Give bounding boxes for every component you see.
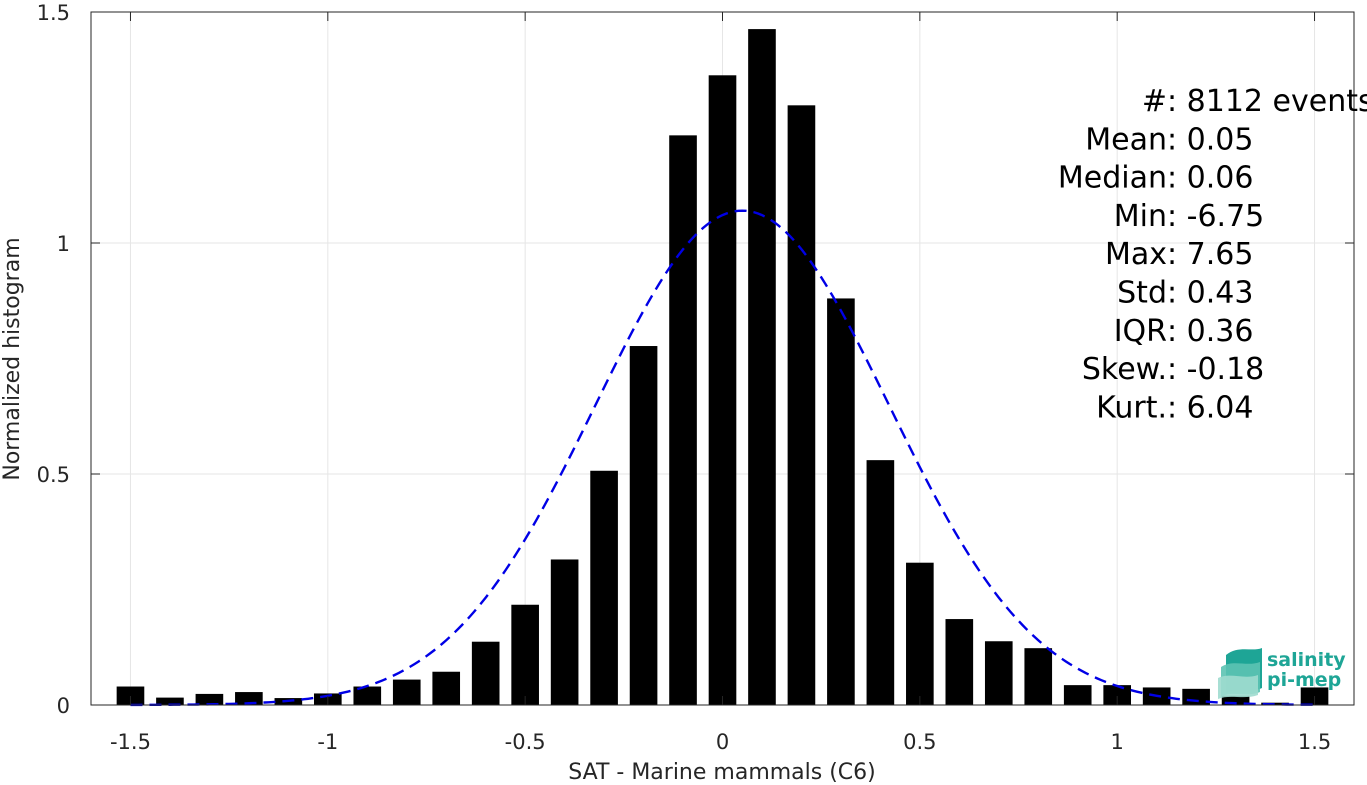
stat-label: Max	[1105, 237, 1167, 272]
histogram-bar	[392, 679, 421, 705]
stat-label: Mean	[1085, 122, 1167, 157]
histogram-bar	[984, 641, 1013, 705]
stat-label: Min	[1114, 199, 1167, 234]
x-tick-label: 0	[716, 730, 729, 754]
histogram-bar	[156, 697, 184, 705]
x-tick-label: 1	[1111, 730, 1124, 754]
x-tick-labels: -1.5 -1 -0.5 0 0.5 1 1.5	[110, 730, 1331, 754]
histogram-bar	[116, 686, 145, 705]
x-tick-label: -1.5	[110, 730, 151, 754]
x-tick-label: 1.5	[1298, 730, 1331, 754]
histogram-bar	[787, 105, 816, 706]
histogram-bar	[1063, 685, 1092, 705]
histogram-bar	[550, 559, 579, 705]
histogram-bar	[748, 29, 776, 706]
histogram-bar	[1103, 685, 1132, 705]
y-tick-labels: 0 0.5 1 1.5	[37, 1, 70, 718]
x-tick-label: -0.5	[505, 730, 546, 754]
y-axis-label: Normalized histogram	[0, 237, 25, 480]
gaussian-fit-curve	[130, 209, 1315, 707]
bars	[116, 29, 1329, 706]
histogram-bar	[866, 460, 895, 705]
histogram-bar	[629, 346, 658, 705]
histogram-bar	[827, 298, 855, 705]
stat-value: : 6.04	[1167, 390, 1253, 425]
stat-label: Skew.	[1082, 352, 1167, 387]
stat-value: : 0.06	[1167, 161, 1253, 196]
stat-value: : 7.65	[1167, 237, 1253, 272]
salinity-pi-mep-logo: salinity pi-mep	[1218, 648, 1346, 699]
histogram-bar	[1024, 648, 1053, 705]
stat-label: Kurt.	[1096, 390, 1167, 425]
stat-label: Median	[1058, 161, 1167, 196]
histogram-bar	[708, 75, 737, 705]
logo-line-2: pi-mep	[1267, 669, 1341, 691]
stat-value: : 0.43	[1167, 276, 1253, 311]
histogram-bar	[353, 686, 382, 705]
stat-label: IQR	[1114, 314, 1167, 349]
wave-logo-icon	[1218, 648, 1262, 699]
stat-value: : 8112 events	[1167, 84, 1367, 119]
histogram-bar	[511, 604, 539, 705]
stat-value: : 0.36	[1167, 314, 1253, 349]
y-tick-label: 1	[57, 232, 70, 256]
x-tick-label: -1	[317, 730, 338, 754]
histogram-bar	[669, 135, 697, 705]
histogram-bar	[1261, 702, 1289, 705]
histogram-bar	[945, 619, 974, 705]
stat-value: : -0.18	[1167, 352, 1264, 387]
histogram-bar	[471, 641, 500, 705]
stat-value: : 0.05	[1167, 122, 1253, 157]
stat-label: Std	[1117, 276, 1167, 311]
y-tick-label: 0.5	[37, 463, 70, 487]
histogram-bar	[590, 470, 618, 705]
x-axis-label: SAT - Marine mammals (C6)	[568, 760, 876, 785]
logo-line-1: salinity	[1267, 649, 1346, 671]
y-tick-label: 1.5	[37, 1, 70, 25]
stat-value: : -6.75	[1167, 199, 1264, 234]
y-tick-label: 0	[57, 694, 70, 718]
stat-label: #	[1142, 84, 1167, 119]
histogram-bar	[195, 693, 224, 705]
histogram-bar	[1221, 695, 1250, 705]
histogram-bar	[432, 671, 461, 705]
histogram-bar	[906, 562, 934, 705]
ticks	[91, 11, 1354, 706]
x-tick-label: 0.5	[903, 730, 936, 754]
